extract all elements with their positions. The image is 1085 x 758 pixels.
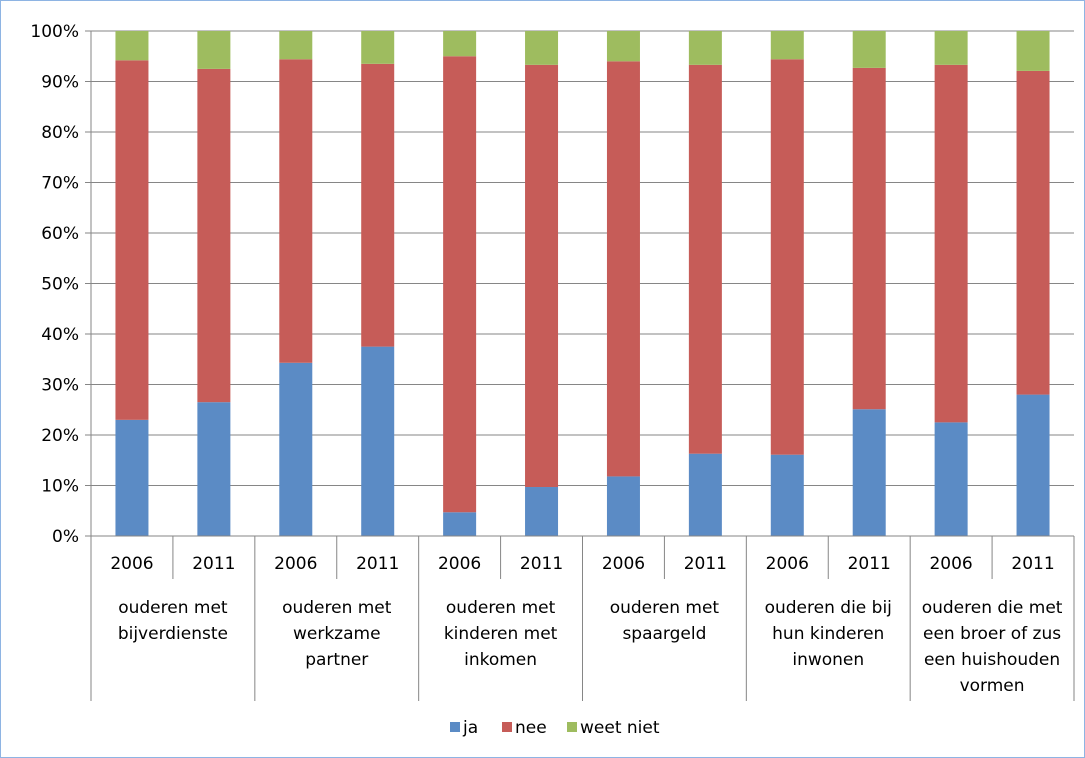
group-label-line: inkomen <box>464 650 537 670</box>
bar-weet-niet-3 <box>361 31 395 64</box>
bar-ja-4 <box>443 512 477 536</box>
group-label-line: vormen <box>960 676 1025 696</box>
group-label-line: kinderen met <box>444 624 558 644</box>
legend-label-nee: nee <box>515 718 547 738</box>
y-tick-label: 90% <box>41 73 79 93</box>
group-label-line: een huishouden <box>924 650 1060 670</box>
y-tick-label: 0% <box>52 527 79 547</box>
group-label-line: bijverdienste <box>118 624 228 644</box>
group-label-line: inwonen <box>792 650 864 670</box>
bar-nee-4 <box>443 56 477 513</box>
bar-weet-niet-8 <box>770 31 804 60</box>
year-label: 2011 <box>520 554 563 574</box>
bar-nee-9 <box>852 67 886 410</box>
bar-ja-11 <box>1016 394 1050 536</box>
group-label-line: ouderen met <box>446 598 556 618</box>
bar-weet-niet-7 <box>688 31 722 65</box>
bar-nee-10 <box>934 64 968 423</box>
year-label: 2011 <box>848 554 891 574</box>
year-label: 2006 <box>110 554 153 574</box>
bar-weet-niet-0 <box>115 31 149 61</box>
group-label-line: ouderen die bij <box>765 598 892 618</box>
y-tick-label: 10% <box>41 477 79 497</box>
bar-nee-7 <box>688 64 722 454</box>
group-label-line: ouderen met <box>610 598 720 618</box>
legend-label-ja: ja <box>462 718 478 738</box>
bar-weet-niet-1 <box>197 31 231 69</box>
group-label-line: werkzame <box>293 624 381 644</box>
y-tick-label: 30% <box>41 376 79 396</box>
bar-ja-5 <box>525 487 559 536</box>
year-label: 2006 <box>438 554 481 574</box>
bar-ja-8 <box>770 454 804 536</box>
year-label: 2011 <box>356 554 399 574</box>
bar-weet-niet-11 <box>1016 31 1050 71</box>
y-tick-label: 40% <box>41 325 79 345</box>
bar-ja-0 <box>115 419 149 536</box>
group-label-line: ouderen met <box>282 598 392 618</box>
y-tick-label: 70% <box>41 174 79 194</box>
bar-ja-7 <box>688 453 722 536</box>
bar-ja-9 <box>852 409 886 536</box>
y-tick-label: 80% <box>41 123 79 143</box>
year-label: 2011 <box>192 554 235 574</box>
y-tick-label: 20% <box>41 426 79 446</box>
year-label: 2006 <box>602 554 645 574</box>
group-label-line: partner <box>305 650 368 670</box>
bar-weet-niet-4 <box>443 31 477 57</box>
bar-nee-0 <box>115 60 149 420</box>
group-label-line: spaargeld <box>622 624 706 644</box>
bar-weet-niet-9 <box>852 31 886 68</box>
bar-weet-niet-2 <box>279 31 313 60</box>
bar-nee-11 <box>1016 70 1050 395</box>
bar-weet-niet-5 <box>525 31 559 65</box>
bar-ja-1 <box>197 402 231 536</box>
legend-swatch-ja <box>450 722 460 732</box>
year-label: 2006 <box>766 554 809 574</box>
group-label-line: ouderen met <box>118 598 228 618</box>
y-tick-label: 50% <box>41 275 79 295</box>
year-label: 2011 <box>684 554 727 574</box>
bar-nee-2 <box>279 59 313 363</box>
bar-nee-6 <box>606 61 640 477</box>
bar-weet-niet-10 <box>934 31 968 65</box>
bar-nee-5 <box>525 64 559 488</box>
bar-ja-6 <box>606 476 640 536</box>
group-label-line: een broer of zus <box>923 624 1061 644</box>
y-tick-label: 60% <box>41 224 79 244</box>
bar-ja-10 <box>934 422 968 536</box>
group-label-line: hun kinderen <box>772 624 884 644</box>
bar-nee-3 <box>361 63 395 347</box>
year-label: 2006 <box>929 554 972 574</box>
y-tick-label: 100% <box>30 22 79 42</box>
legend-swatch-nee <box>502 722 512 732</box>
bar-ja-2 <box>279 362 313 536</box>
year-label: 2011 <box>1011 554 1054 574</box>
legend-label-weet-niet: weet niet <box>580 718 660 738</box>
bar-nee-1 <box>197 68 231 403</box>
bar-ja-3 <box>361 346 395 536</box>
legend-swatch-weet-niet <box>567 722 577 732</box>
bar-nee-8 <box>770 59 804 455</box>
group-label-line: ouderen die met <box>922 598 1063 618</box>
bar-weet-niet-6 <box>606 31 640 62</box>
year-label: 2006 <box>274 554 317 574</box>
